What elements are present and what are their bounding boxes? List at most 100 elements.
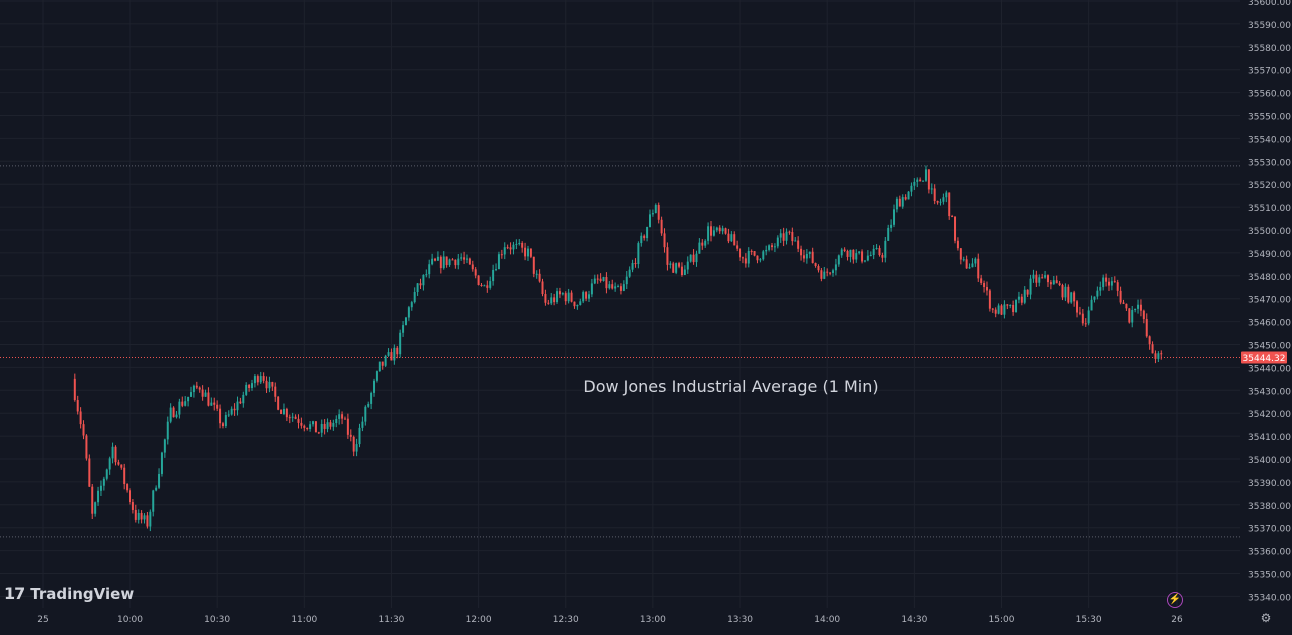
candle <box>300 417 303 429</box>
candle <box>994 307 997 318</box>
candle <box>820 267 823 282</box>
candle <box>596 274 599 284</box>
candle-body <box>701 242 704 246</box>
candle-body <box>105 469 108 479</box>
lightning-icon[interactable]: ⚡ <box>1167 592 1183 608</box>
candle <box>916 177 919 188</box>
candle <box>985 281 988 296</box>
candle <box>1125 303 1128 311</box>
candle <box>227 410 230 417</box>
candle <box>785 228 788 245</box>
candle <box>402 321 405 337</box>
candle <box>431 253 434 266</box>
candle-body <box>404 317 407 326</box>
candle-body <box>750 250 753 252</box>
candle <box>954 216 957 244</box>
candle <box>593 274 596 285</box>
candle-body <box>349 434 352 437</box>
candle <box>701 239 704 250</box>
candle <box>210 397 213 406</box>
candle-body <box>1003 304 1006 315</box>
candle-body <box>178 401 181 415</box>
candle-body <box>117 462 120 465</box>
candle <box>384 354 387 367</box>
candle <box>245 382 248 396</box>
candle <box>759 258 762 263</box>
candle <box>579 298 582 306</box>
candle-body <box>849 249 852 257</box>
candle-body <box>927 169 930 190</box>
candle <box>248 383 251 392</box>
candle-body <box>1110 281 1113 286</box>
candle-body <box>985 287 988 291</box>
candle <box>111 442 114 464</box>
candle-body <box>1134 308 1137 311</box>
candle <box>436 251 439 261</box>
candle-body <box>120 464 123 468</box>
candle-body <box>1055 280 1058 284</box>
candle-body <box>88 458 91 487</box>
price-axis[interactable]: 35340.00 35350.00 35360.00 35370.00 35380.00… <box>1248 0 1291 603</box>
candle-body <box>826 271 829 273</box>
candle <box>355 438 358 457</box>
candle <box>1154 350 1157 364</box>
candle <box>1105 273 1108 287</box>
candle <box>1003 300 1006 319</box>
candle <box>576 304 579 310</box>
candle <box>968 263 971 269</box>
candle <box>526 245 529 261</box>
candle <box>933 184 936 205</box>
time-axis[interactable]: 25 10:00 10:30 11:00 11:30 12:00 12:30 13:00 13:… <box>37 615 1183 625</box>
candle <box>1012 300 1015 316</box>
candle-body <box>564 293 567 302</box>
candle <box>686 256 689 274</box>
candle <box>338 409 341 425</box>
candle-body <box>936 200 939 203</box>
candle-body <box>556 291 559 303</box>
y-tick-label: 35490.00 <box>1248 250 1291 260</box>
candle <box>99 480 102 497</box>
candle-body <box>962 259 965 261</box>
candle-body <box>715 227 718 231</box>
candle-body <box>666 247 669 265</box>
candle-body <box>768 245 771 250</box>
gear-icon[interactable]: ⚙ <box>1260 611 1272 625</box>
candle <box>181 396 184 408</box>
candle <box>817 264 820 273</box>
candle <box>468 257 471 265</box>
candle-body <box>143 515 146 520</box>
candle-body <box>1142 310 1145 320</box>
x-tick-label: 11:00 <box>291 615 317 625</box>
candle-body <box>602 277 605 281</box>
candle-body <box>1122 302 1125 304</box>
candle-body <box>608 284 611 289</box>
candle <box>448 258 451 267</box>
candle-body <box>73 378 76 401</box>
candle-body <box>1000 305 1003 315</box>
candle-body <box>381 361 384 366</box>
candle-body <box>99 485 102 491</box>
candle-body <box>230 408 233 415</box>
candle-body <box>643 235 646 239</box>
candle <box>480 283 483 287</box>
candle <box>94 501 97 517</box>
y-tick-label: 35370.00 <box>1248 525 1291 535</box>
y-tick-label: 35340.00 <box>1248 593 1291 603</box>
candle-body <box>631 263 634 270</box>
candle-body <box>683 269 686 276</box>
candle-body <box>76 400 79 412</box>
candle-body <box>945 192 948 198</box>
y-tick-label: 35380.00 <box>1248 502 1291 512</box>
candle <box>1035 270 1038 288</box>
candle-body <box>680 266 683 276</box>
candle-body <box>184 401 187 406</box>
tradingview-logo[interactable]: 17 TradingView <box>4 584 134 603</box>
candle-body <box>837 255 840 265</box>
candle <box>274 382 277 402</box>
candle <box>718 225 721 234</box>
candle-body <box>155 487 158 491</box>
candle <box>297 414 300 429</box>
candle-body <box>1049 282 1052 285</box>
candle <box>535 270 538 279</box>
